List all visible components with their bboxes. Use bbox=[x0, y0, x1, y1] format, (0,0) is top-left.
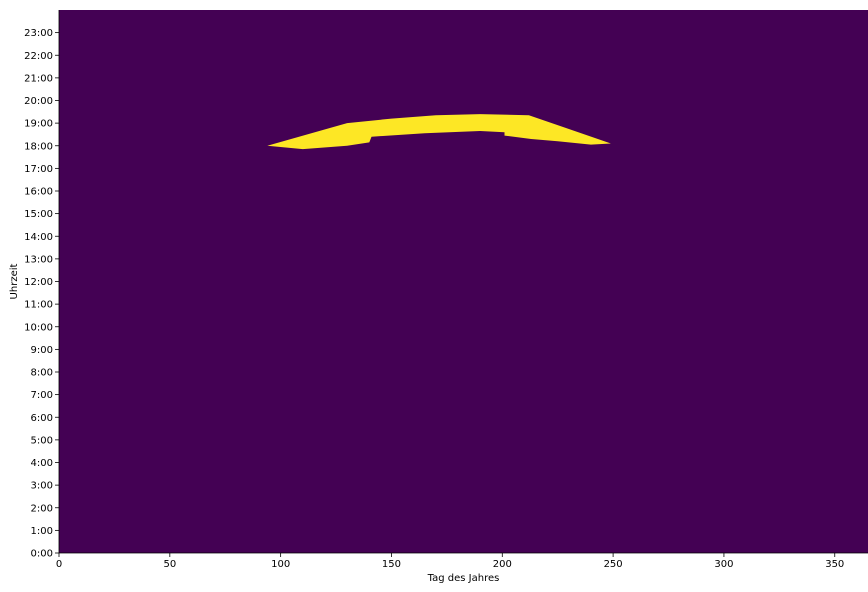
highlight-region bbox=[267, 114, 611, 150]
y-axis: 0:00 1:00 2:00 3:00 4:00 5:00 6:00 7:00 8:00 9:00… bbox=[24, 10, 60, 560]
x-tick-label: 50 bbox=[163, 559, 176, 570]
y-tick-label: 17:00 bbox=[24, 164, 53, 175]
y-tick-label: 15:00 bbox=[24, 209, 53, 220]
y-tick-label: 13:00 bbox=[24, 254, 53, 265]
y-tick-label: 18:00 bbox=[24, 141, 53, 152]
y-tick-label: 6:00 bbox=[31, 413, 53, 424]
y-tick-label: 14:00 bbox=[24, 232, 53, 243]
y-tick-label: 19:00 bbox=[24, 119, 53, 130]
x-tick-label: 100 bbox=[271, 559, 290, 570]
y-tick-label: 11:00 bbox=[24, 300, 53, 311]
y-tick-label: 4:00 bbox=[31, 458, 53, 469]
x-axis-label: Tag des Jahres bbox=[427, 573, 500, 584]
y-tick-label: 21:00 bbox=[24, 73, 53, 84]
y-tick-label: 16:00 bbox=[24, 187, 53, 198]
y-tick-label: 10:00 bbox=[24, 322, 53, 333]
x-tick-label: 350 bbox=[825, 559, 844, 570]
x-tick-label: 150 bbox=[382, 559, 401, 570]
y-tick-label: 23:00 bbox=[24, 28, 53, 39]
y-axis-label: Uhrzeit bbox=[9, 263, 20, 299]
plot-area bbox=[59, 10, 868, 553]
y-tick-label: 7:00 bbox=[31, 390, 53, 401]
x-axis: 0 50 100 150 200 250 300 350 bbox=[56, 552, 868, 570]
y-tick-label: 5:00 bbox=[31, 435, 53, 446]
y-tick-label: 9:00 bbox=[31, 345, 53, 356]
x-tick-label: 200 bbox=[493, 559, 512, 570]
y-tick-label: 8:00 bbox=[31, 368, 53, 379]
y-tick-label: 22:00 bbox=[24, 51, 53, 62]
x-tick-label: 300 bbox=[714, 559, 733, 570]
y-tick-label: 0:00 bbox=[31, 549, 53, 560]
x-tick-label: 250 bbox=[604, 559, 623, 570]
y-tick-label: 2:00 bbox=[31, 503, 53, 514]
y-tick-label: 1:00 bbox=[31, 526, 53, 537]
y-tick-label: 20:00 bbox=[24, 96, 53, 107]
x-tick-label: 0 bbox=[56, 559, 62, 570]
y-tick-label: 3:00 bbox=[31, 481, 53, 492]
y-tick-label: 12:00 bbox=[24, 277, 53, 288]
